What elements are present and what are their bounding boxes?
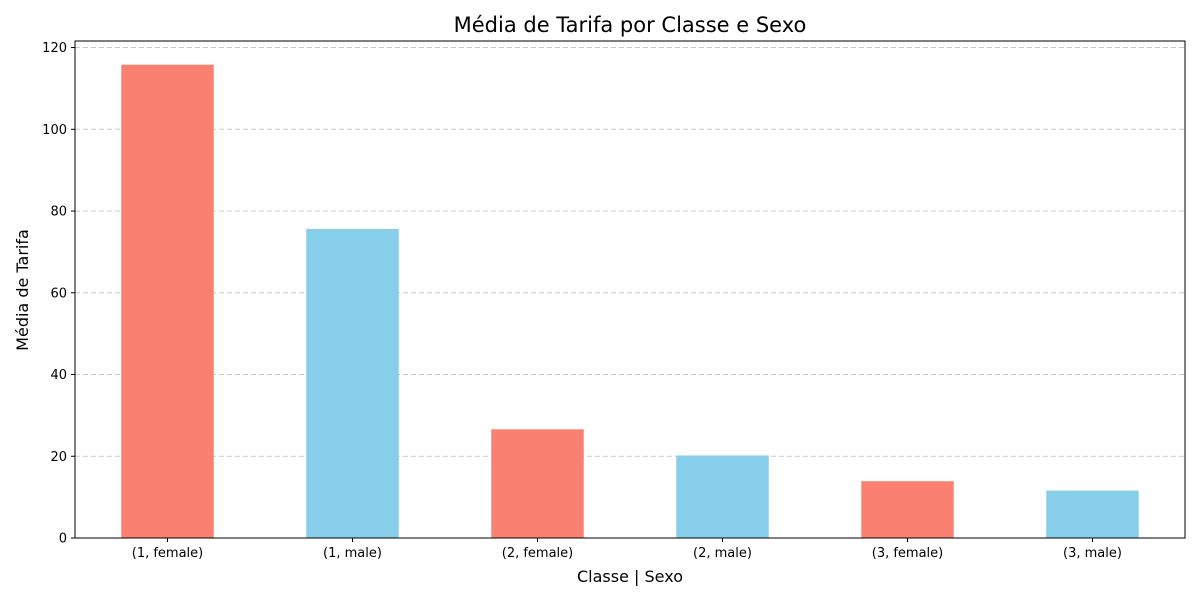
bar-5 <box>1046 490 1139 538</box>
x-tick-label-0: (1, female) <box>132 546 204 561</box>
plot-frame <box>74 40 1186 539</box>
y-axis-ticks: 0 20 40 60 80 100 120 <box>42 41 75 547</box>
x-tick-label-3: (2, male) <box>693 546 752 561</box>
chart-title: Média de Tarifa por Classe e Sexo <box>454 13 807 37</box>
bars <box>121 64 1139 538</box>
y-tick-label-120: 120 <box>42 41 67 56</box>
y-tick-label-80: 80 <box>50 205 67 220</box>
x-tick-label-2: (2, female) <box>502 546 574 561</box>
y-tick-label-100: 100 <box>42 123 67 138</box>
y-tick-label-60: 60 <box>50 286 67 301</box>
bar-2 <box>491 429 584 538</box>
bar-3 <box>676 455 769 538</box>
bar-1 <box>306 229 399 538</box>
x-axis-label: Classe | Sexo <box>577 567 683 586</box>
bar-4 <box>861 481 954 538</box>
y-axis-label: Média de Tarifa <box>13 229 32 351</box>
grid-lines <box>75 47 1185 457</box>
x-tick-label-5: (3, male) <box>1063 546 1122 561</box>
x-axis-ticks: (1, female) (1, male) (2, female) (2, male)… <box>132 538 1122 561</box>
bar-0 <box>121 64 214 538</box>
y-tick-label-20: 20 <box>50 450 67 465</box>
y-tick-label-0: 0 <box>59 532 67 547</box>
x-tick-label-1: (1, male) <box>323 546 382 561</box>
y-tick-label-40: 40 <box>50 368 67 383</box>
x-tick-label-4: (3, female) <box>872 546 944 561</box>
